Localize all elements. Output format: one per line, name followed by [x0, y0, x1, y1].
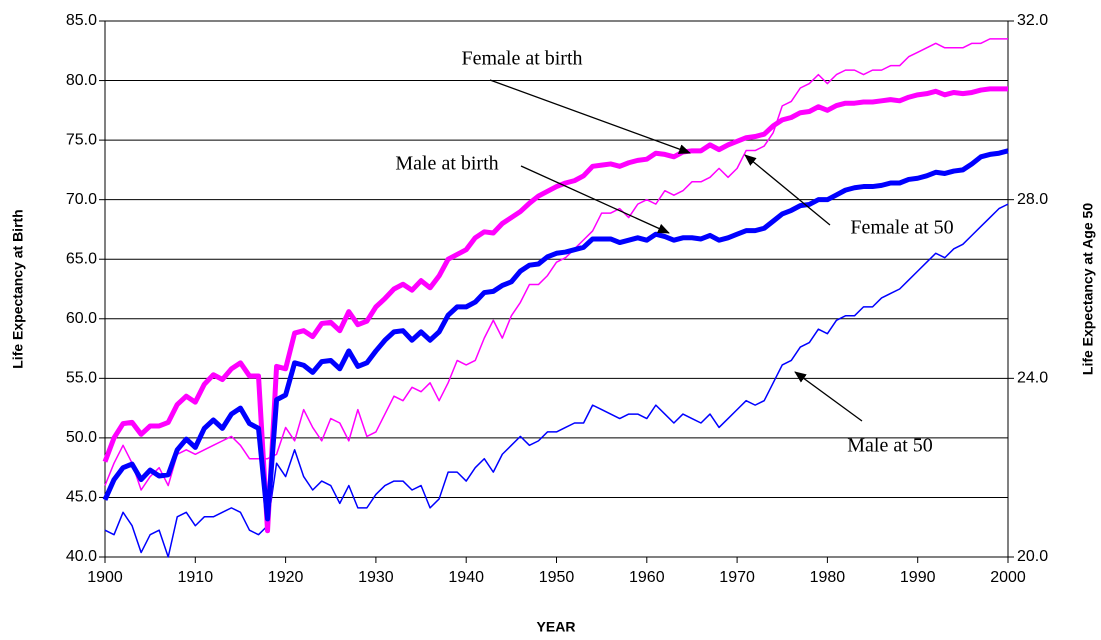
x-tick-label: 1950 [539, 569, 575, 586]
annotation-arrow [744, 154, 831, 226]
series-line [104, 203, 1009, 558]
x-tick-label: 1910 [178, 569, 214, 586]
y-tick-label: 80.0 [66, 72, 97, 89]
x-tick-label: 1940 [448, 569, 484, 586]
series-line [102, 86, 1008, 534]
y-tick-label: 55.0 [66, 370, 97, 387]
y-tick-label: 65.0 [66, 250, 97, 267]
annotations: Female at birth Male at birth Female at 50… [395, 48, 953, 457]
x-tick-label: 1970 [719, 569, 755, 586]
y-tick-label: 70.0 [66, 191, 97, 208]
annotation-arrow [520, 165, 670, 234]
x-tick-label: 1980 [810, 569, 846, 586]
x-tick-label: 2000 [990, 569, 1026, 586]
annotation: Female at birth [461, 48, 582, 70]
y2-axis-title: Life Expectancy at Age 50 [1080, 203, 1096, 375]
y-tick-label: 50.0 [66, 429, 97, 446]
annotation: Male at 50 [847, 435, 933, 457]
y2-tick-label: 24.0 [1017, 370, 1048, 387]
annotation: Female at 50 [850, 217, 953, 239]
lines [102, 38, 1009, 558]
x-axis-title: YEAR [537, 619, 576, 635]
y2-tick-label: 28.0 [1017, 191, 1048, 208]
y2-tick-label: 32.0 [1017, 12, 1048, 29]
x-tick-label: 1920 [268, 569, 304, 586]
x-tick-label: 1990 [900, 569, 936, 586]
annotation-arrow [489, 79, 691, 154]
annotation-arrow [794, 371, 863, 422]
y-tick-label: 40.0 [66, 548, 97, 565]
annotation: Male at birth [395, 153, 498, 175]
y2-tick-label: 20.0 [1017, 548, 1048, 565]
x-tick-label: 1930 [358, 569, 394, 586]
x-tick-label: 1960 [629, 569, 665, 586]
y-axis-title: Life Expectancy at Birth [10, 209, 26, 369]
series-line [102, 148, 1009, 522]
series-line [104, 38, 1008, 491]
y-tick-label: 75.0 [66, 131, 97, 148]
y-tick-label: 45.0 [66, 489, 97, 506]
x-tick-label: 1900 [87, 569, 123, 586]
y-tick-label: 60.0 [66, 310, 97, 327]
y-tick-label: 85.0 [66, 12, 97, 29]
